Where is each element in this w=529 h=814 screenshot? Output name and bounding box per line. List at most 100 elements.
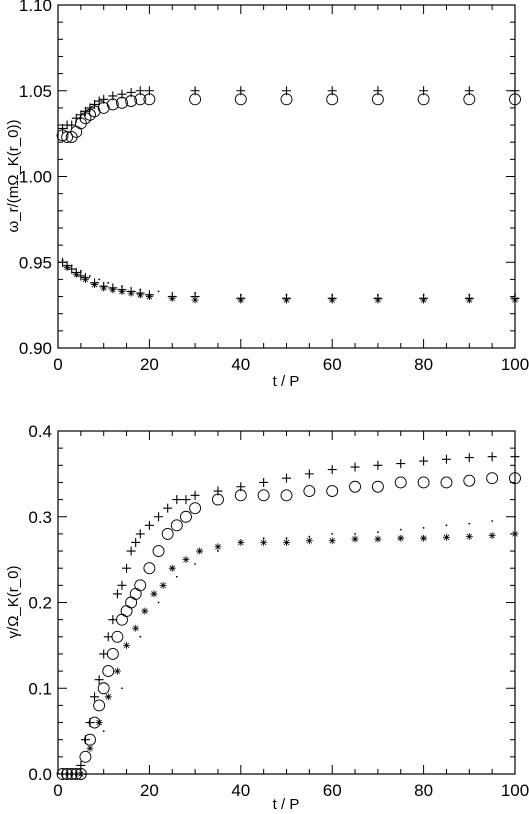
top-x-tick-label: 40 (231, 355, 250, 374)
bottom-data-point (331, 533, 334, 535)
bottom-data-point (422, 526, 425, 529)
bottom-data-point (304, 469, 314, 479)
bottom-panel: 0.0 0.1 0.2 0.3 0.4 0 20 40 60 80 100 t / P γ/Ω_K… (5, 422, 529, 813)
bottom-data-point (280, 489, 293, 502)
bottom-y-tick-label: 0.2 (28, 594, 52, 613)
bottom-data-point (180, 510, 192, 523)
top-data-point (509, 93, 521, 106)
bottom-data-point (189, 502, 202, 515)
bottom-data-point (373, 460, 383, 470)
bottom-x-tick-label: 60 (323, 781, 342, 800)
top-y-tick-label: 1.05 (19, 82, 52, 101)
bottom-data-point (170, 519, 183, 532)
bottom-data-point (94, 675, 104, 685)
top-data-point (90, 99, 100, 109)
bottom-series-2 (77, 530, 519, 778)
top-x-tick-label: 20 (140, 355, 159, 374)
bottom-data-point (487, 452, 497, 462)
top-data-point (143, 93, 156, 106)
bottom-data-point (123, 641, 131, 649)
top-data-point (127, 289, 135, 297)
bottom-data-point (139, 635, 142, 638)
bottom-y-ticks: 0.0 0.1 0.2 0.3 0.4 (28, 422, 515, 784)
bottom-data-point (61, 768, 74, 780)
top-x-tick-label: 100 (501, 355, 529, 374)
top-data-point (420, 296, 428, 304)
top-y-axis-title: ω_r/(mΩ_K(r_0)) (5, 120, 22, 233)
top-y-tick-label: 1.10 (19, 0, 52, 15)
top-data-point (61, 131, 74, 144)
bottom-series-1 (56, 472, 521, 780)
top-data-point (234, 93, 247, 106)
bottom-data-point (144, 520, 154, 530)
bottom-data-point (135, 529, 145, 539)
top-data-point (97, 101, 110, 114)
bottom-data-point (84, 773, 87, 775)
top-data-point (326, 93, 339, 106)
top-data-point (422, 293, 425, 296)
bottom-x-tick-label: 100 (501, 781, 529, 800)
bottom-data-point (125, 596, 138, 609)
bottom-data-point (396, 459, 406, 469)
top-panel: 0.900.951.001.051.10 0 20 40 60 80 100 t / P … (5, 0, 529, 390)
bottom-data-point (129, 587, 142, 600)
bottom-data-point (143, 562, 156, 575)
bottom-data-point (262, 537, 265, 540)
bottom-data-point (465, 532, 473, 540)
top-data-point (168, 294, 176, 302)
top-data-point (79, 269, 82, 272)
top-data-point (239, 293, 242, 296)
top-data-point (79, 112, 92, 125)
top-y-tick-label: 1.00 (19, 168, 52, 187)
bottom-data-point (90, 692, 100, 702)
bottom-data-point (56, 768, 69, 780)
bottom-data-point (150, 590, 158, 598)
bottom-data-point (397, 534, 405, 542)
bottom-data-point (111, 630, 124, 643)
bottom-data-point (102, 730, 105, 733)
bottom-x-ticks: 0 20 40 60 80 100 (53, 431, 529, 800)
bottom-data-point (511, 530, 519, 538)
bottom-data-point (175, 575, 178, 578)
top-data-point (139, 288, 142, 291)
top-data-point (100, 284, 108, 292)
top-data-point (81, 275, 89, 283)
top-data-point (61, 259, 64, 262)
top-data-point (72, 270, 80, 278)
top-data-point (157, 290, 160, 293)
top-data-point (194, 292, 197, 295)
top-x-tick-label: 80 (414, 355, 433, 374)
bottom-data-point (328, 537, 336, 545)
bottom-data-point (163, 503, 173, 513)
bottom-x-tick-label: 40 (231, 781, 250, 800)
bottom-data-point (93, 699, 106, 712)
bottom-data-point (486, 472, 499, 485)
top-data-point (58, 257, 68, 267)
bottom-data-point (152, 545, 165, 557)
bottom-data-point (442, 533, 450, 541)
top-data-point (331, 293, 334, 296)
bottom-data-point (371, 480, 384, 493)
bottom-data-point (154, 512, 164, 522)
top-data-point (134, 93, 147, 106)
top-data-point (94, 96, 104, 106)
bottom-data-point (79, 750, 92, 763)
top-data-point (136, 291, 144, 299)
bottom-data-point (141, 607, 149, 615)
bottom-data-point (194, 563, 197, 565)
bottom-data-point (74, 768, 87, 780)
bottom-data-point (131, 537, 141, 547)
bottom-data-point (259, 477, 269, 487)
bottom-data-point (182, 556, 190, 564)
bottom-data-point (394, 476, 407, 489)
bottom-data-point (134, 579, 147, 592)
bottom-data-point (441, 454, 451, 464)
top-x-ticks: 0 20 40 60 80 100 (53, 5, 529, 374)
bottom-data-point (86, 744, 94, 752)
top-data-point (237, 296, 245, 304)
bottom-data-point (217, 550, 219, 552)
top-y-tick-label: 0.90 (19, 339, 52, 358)
bottom-data-point (97, 682, 110, 695)
bottom-data-point (445, 524, 448, 527)
